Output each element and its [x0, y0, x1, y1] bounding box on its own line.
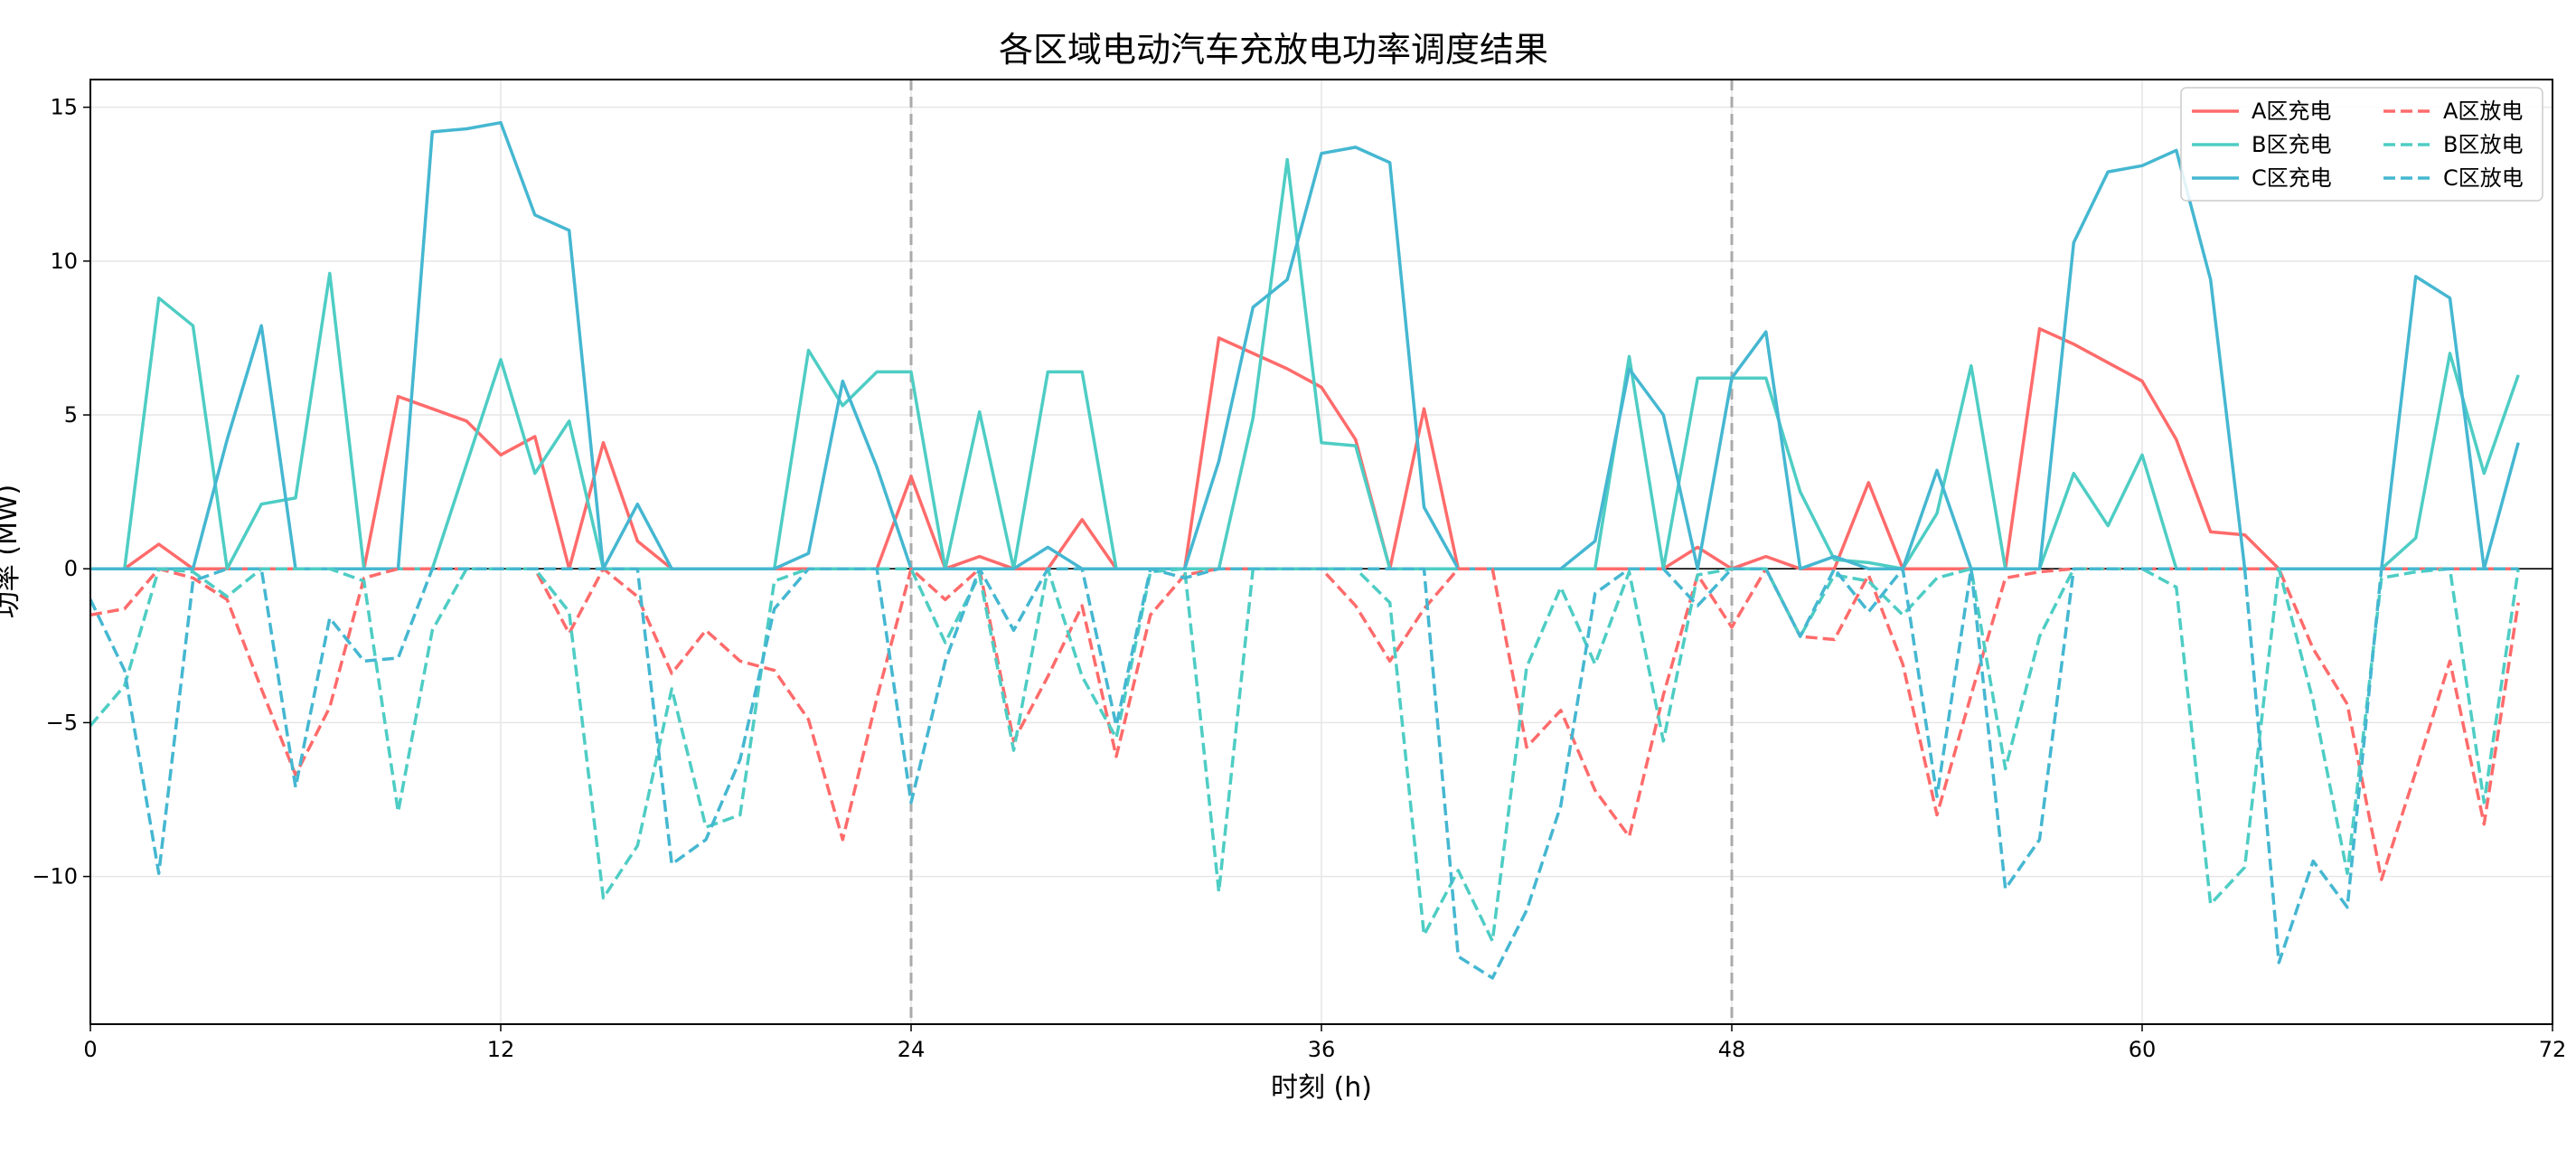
x-tick-label: 48 [1718, 1037, 1746, 1062]
legend-label: C区充电 [2252, 165, 2332, 191]
y-axis-label: 功率 (MW) [0, 485, 24, 619]
legend-label: A区充电 [2252, 99, 2331, 124]
y-tick-label: 0 [64, 556, 78, 581]
y-tick-label: 5 [64, 402, 78, 428]
reference-lines [909, 80, 1734, 1024]
series-line-5 [89, 567, 2520, 943]
y-tick-label: 10 [50, 249, 78, 274]
legend-label: C区放电 [2443, 165, 2524, 191]
series-line-3 [90, 120, 2520, 570]
y-axis: −10 −5 0 5 10 15 [32, 95, 90, 889]
y-tick-label: −10 [32, 864, 78, 889]
series-line-2 [90, 157, 2520, 570]
series-group [89, 120, 2520, 980]
x-tick-label: 0 [83, 1037, 97, 1062]
legend-label: B区放电 [2443, 132, 2523, 157]
legend-label: B区充电 [2252, 132, 2331, 157]
x-tick-label: 36 [1308, 1037, 1336, 1062]
x-axis: 0 12 24 36 48 60 72 [83, 1024, 2566, 1062]
x-tick-label: 60 [2129, 1037, 2157, 1062]
legend-label: A区放电 [2443, 99, 2523, 124]
x-tick-label: 12 [487, 1037, 515, 1062]
x-tick-label: 72 [2539, 1037, 2567, 1062]
x-axis-label: 时刻 (h) [1271, 1072, 1372, 1104]
series-line-1 [90, 326, 2519, 570]
legend-box [2180, 87, 2543, 202]
series-line-6 [89, 567, 2519, 980]
x-tick-label: 24 [898, 1037, 926, 1062]
grid [89, 80, 2553, 1024]
series-line-4 [89, 567, 2520, 881]
legend: A区充电 B区充电 C区充电 A区放电 B区放电 C区放电 [2180, 87, 2543, 202]
chart-title: 各区域电动汽车充放电功率调度结果 [999, 30, 1548, 70]
y-tick-label: 15 [50, 95, 78, 120]
y-tick-label: −5 [46, 710, 78, 735]
